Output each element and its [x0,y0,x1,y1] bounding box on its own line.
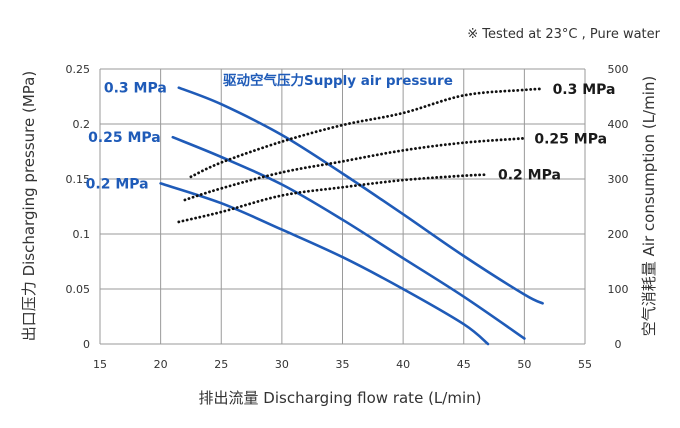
grid [99,68,586,345]
x-tick-label: 15 [93,358,107,371]
x-tick-label: 30 [275,358,289,371]
test-condition-note: ※ Tested at 23°C , Pure water [467,27,660,42]
y-left-tick-label: 0 [83,338,90,351]
x-tick-label: 50 [517,358,531,371]
tick-labels: 15 20 25 30 35 40 45 50 55 0 0 0.05 100 0.1 200 0.15 300… [66,63,629,371]
pressure-curve-0.3 [177,86,544,305]
y-axis-title-left: 出口压力 Discharging pressure (MPa) [20,71,38,341]
y-right-tick-label: 500 [608,63,629,76]
air-series-label: 0.2 MPa [498,168,561,184]
y-right-tick-label: 400 [608,118,629,131]
x-tick-label: 40 [396,358,410,371]
pressure-series-label: 0.3 MPa [104,81,167,97]
y-right-tick-label: 300 [608,173,629,186]
y-axis-title-right: 空气消耗量 Air consumption (L/min) [640,76,658,336]
x-axis-title: 排出流量 Discharging flow rate (L/min) [199,389,482,407]
y-left-tick-label: 0.2 [73,118,91,131]
supply-pressure-title: 驱动空气压力Supply air pressure [223,72,453,89]
pressure-curve-0.2 [159,182,490,346]
x-tick-label: 20 [154,358,168,371]
y-left-tick-label: 0.05 [66,283,91,296]
x-tick-label: 25 [214,358,228,371]
air-consumption-curve-0.3 [189,87,544,179]
y-left-tick-label: 0.15 [66,173,91,186]
air-consumption-curve-0.2 [177,173,490,224]
y-right-tick-label: 200 [608,228,629,241]
curves [159,86,544,346]
air-series-label: 0.3 MPa [553,82,616,98]
y-right-tick-label: 0 [615,338,622,351]
series-labels: 0.3 MPa 0.25 MPa 0.2 MPa 0.3 MPa 0.25 MPa 0.2… [86,81,616,193]
y-left-tick-label: 0.25 [66,63,91,76]
x-tick-label: 35 [336,358,350,371]
pressure-series-label: 0.2 MPa [86,176,149,192]
pressure-curve-0.25 [171,135,526,340]
y-left-tick-label: 0.1 [73,228,91,241]
x-tick-label: 45 [457,358,471,371]
pressure-series-label: 0.25 MPa [88,130,161,146]
air-consumption-curve-0.25 [183,136,526,202]
x-tick-label: 55 [578,358,592,371]
air-series-label: 0.25 MPa [534,131,607,147]
y-right-tick-label: 100 [608,283,629,296]
